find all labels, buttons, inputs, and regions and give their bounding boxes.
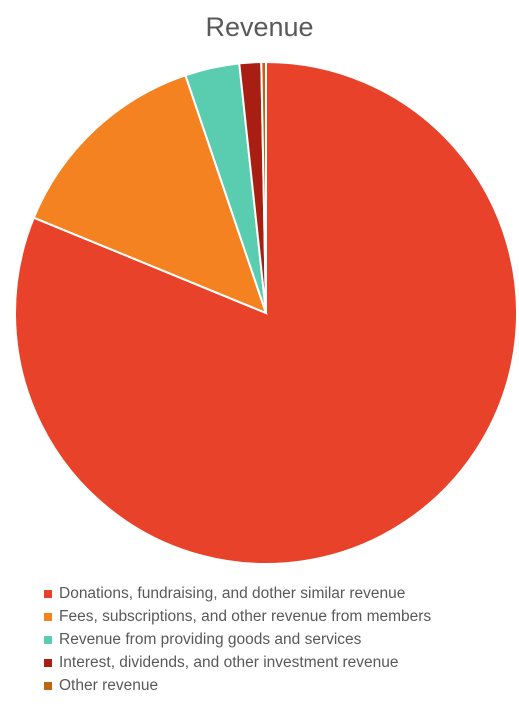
legend-swatch-1	[44, 589, 52, 598]
chart-title: Revenue	[205, 12, 314, 42]
legend-item-1: Donations, fundraising, and dother simil…	[44, 582, 431, 605]
legend-item-3: Revenue from providing goods and service…	[44, 628, 431, 651]
legend-label-1: Donations, fundraising, and dother simil…	[59, 584, 406, 602]
legend-label-4: Interest, dividends, and other investmen…	[59, 653, 399, 671]
legend-item-4: Interest, dividends, and other investmen…	[44, 651, 431, 674]
legend-label-3: Revenue from providing goods and service…	[59, 630, 362, 648]
legend-swatch-2	[44, 612, 52, 621]
pie-slice-5	[260, 60, 267, 314]
legend-swatch-5	[44, 681, 52, 690]
legend-swatch-3	[44, 635, 52, 644]
legend-item-2: Fees, subscriptions, and other revenue f…	[44, 605, 431, 628]
legend-item-5: Other revenue	[44, 674, 431, 697]
legend-swatch-4	[44, 658, 52, 667]
legend-label-2: Fees, subscriptions, and other revenue f…	[59, 607, 432, 625]
chart-legend: Donations, fundraising, and dother simil…	[44, 582, 431, 697]
pie-slice-2	[32, 74, 268, 315]
legend-label-5: Other revenue	[59, 676, 159, 694]
